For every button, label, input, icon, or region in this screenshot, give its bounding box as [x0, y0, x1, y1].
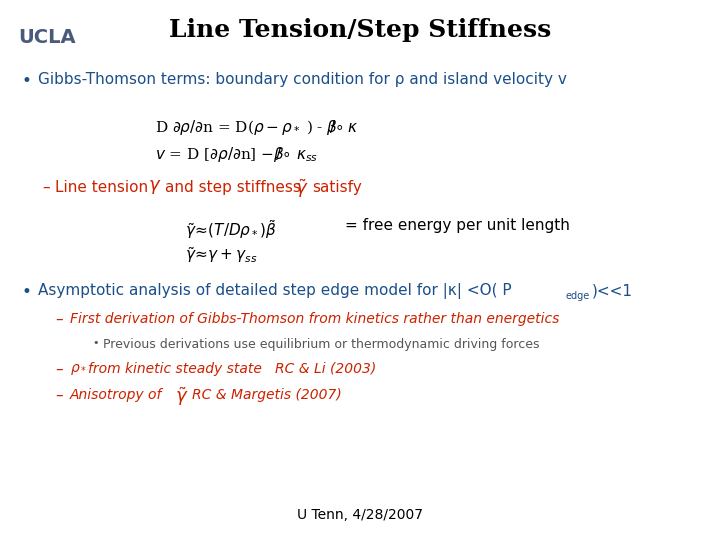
Text: UCLA: UCLA — [18, 28, 76, 47]
Text: –: – — [55, 362, 63, 377]
Text: satisfy: satisfy — [312, 180, 361, 195]
Text: $\gamma$: $\gamma$ — [148, 178, 161, 196]
Text: •: • — [22, 72, 32, 90]
Text: Gibbs-Thomson terms: boundary condition for ρ and island velocity v: Gibbs-Thomson terms: boundary condition … — [38, 72, 567, 87]
Text: •: • — [22, 283, 32, 301]
Text: Asymptotic analysis of detailed step edge model for |κ| <O( P: Asymptotic analysis of detailed step edg… — [38, 283, 512, 299]
Text: Line Tension/Step Stiffness: Line Tension/Step Stiffness — [169, 18, 551, 42]
Text: and step stiffness: and step stiffness — [165, 180, 301, 195]
Text: Previous derivations use equilibrium or thermodynamic driving forces: Previous derivations use equilibrium or … — [103, 338, 539, 351]
Text: $v$ = D [$\partial\rho/\partial$n] $-\beta\!\!\!/\!\circ\,\kappa_{ss}$: $v$ = D [$\partial\rho/\partial$n] $-\be… — [155, 145, 318, 164]
Text: $\tilde{\gamma}\!\approx\!\gamma + \gamma_{ss}$: $\tilde{\gamma}\!\approx\!\gamma + \gamm… — [185, 245, 258, 265]
Text: from kinetic steady state   RC & Li (2003): from kinetic steady state RC & Li (2003) — [88, 362, 377, 376]
Text: $\tilde{\gamma}$: $\tilde{\gamma}$ — [295, 178, 308, 200]
Text: Anisotropy of: Anisotropy of — [70, 388, 163, 402]
Text: U Tenn, 4/28/2007: U Tenn, 4/28/2007 — [297, 508, 423, 522]
Text: RC & Margetis (2007): RC & Margetis (2007) — [192, 388, 342, 402]
Text: $\tilde{\gamma}\!\approx\!(T / D\rho_*)\tilde{\beta}$: $\tilde{\gamma}\!\approx\!(T / D\rho_*)\… — [185, 218, 276, 241]
Text: Line tension: Line tension — [55, 180, 148, 195]
Text: D $\partial\rho/\partial$n = D($\rho - \rho_*$ ) - $\beta\!\!\!/\!\circ\kappa$: D $\partial\rho/\partial$n = D($\rho - \… — [155, 118, 358, 137]
Text: $\rho_*$: $\rho_*$ — [70, 362, 87, 377]
Text: –: – — [55, 388, 63, 403]
Text: –: – — [55, 312, 63, 327]
Text: First derivation of Gibbs-Thomson from kinetics rather than energetics: First derivation of Gibbs-Thomson from k… — [70, 312, 559, 326]
Text: $\tilde{\gamma}$: $\tilde{\gamma}$ — [175, 386, 189, 408]
Text: )<<1: )<<1 — [592, 283, 633, 298]
Text: •: • — [92, 338, 99, 348]
Text: –: – — [42, 180, 50, 195]
Text: = free energy per unit length: = free energy per unit length — [345, 218, 570, 233]
Text: edge: edge — [566, 291, 590, 301]
